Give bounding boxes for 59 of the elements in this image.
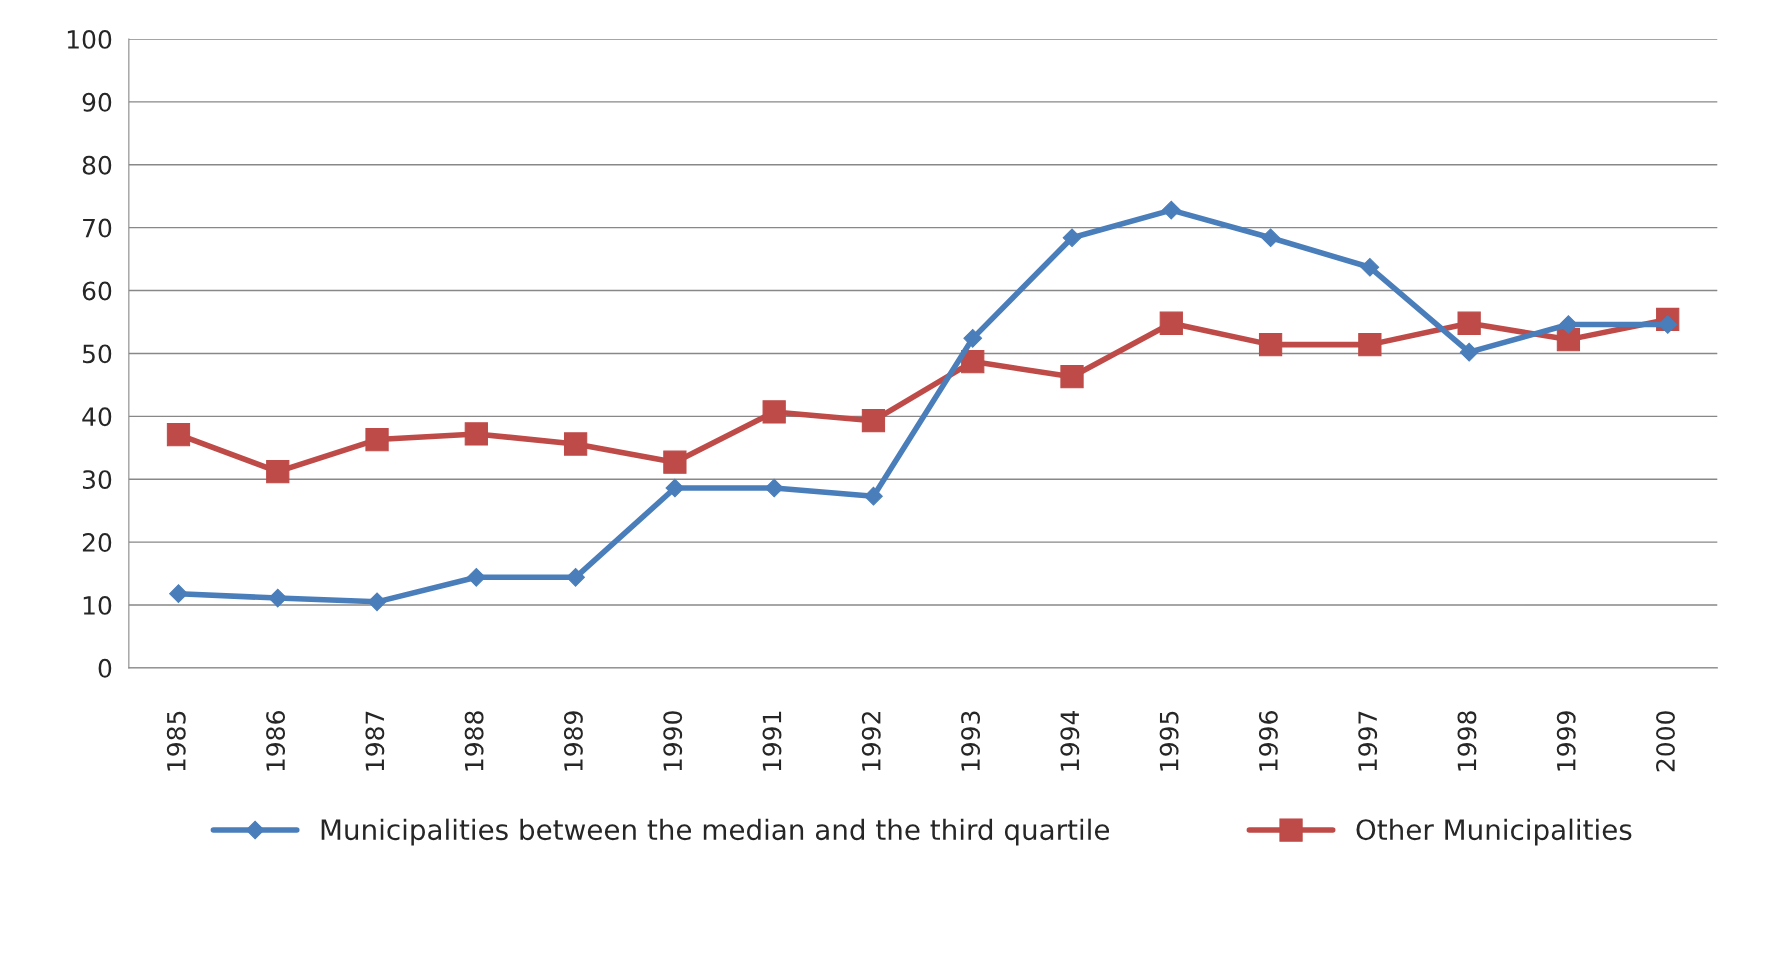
x-tick-label: 1992: [861, 712, 881, 771]
point: [963, 328, 983, 348]
point: [365, 427, 389, 452]
legend-label: Other Municipalities: [1356, 818, 1632, 846]
y-tick-label: 90: [82, 92, 112, 112]
point: [764, 478, 784, 498]
point: [663, 450, 687, 474]
point: [864, 486, 883, 506]
point: [665, 478, 685, 498]
y-tick-label: 60: [82, 281, 112, 301]
y-tick-label: 20: [82, 533, 112, 552]
point: [1161, 200, 1181, 220]
x-tick-label: 1995: [1159, 711, 1179, 771]
y-tick-label: 30: [82, 470, 112, 490]
point: [367, 592, 387, 612]
point: [566, 567, 585, 587]
point: [266, 460, 290, 484]
x-tick-label: 1998: [1457, 711, 1477, 771]
x-tick-label: 1993: [961, 711, 980, 771]
point: [1060, 365, 1084, 389]
point: [1459, 342, 1479, 362]
x-tick-label: 1996: [1258, 711, 1278, 771]
x-tick-label: 1990: [663, 711, 683, 771]
y-tick-label: 80: [82, 155, 112, 175]
y-tick-label: 0: [98, 658, 112, 678]
x-tick-label: 1997: [1358, 711, 1378, 771]
x-tick-label: 2000: [1656, 711, 1675, 772]
point: [268, 588, 288, 608]
legend-label: Municipalities between the median and the third quartile: [321, 818, 1110, 846]
x-tick-label: 1994: [1060, 710, 1080, 771]
point: [1457, 311, 1481, 335]
point: [1258, 333, 1283, 357]
point: [1658, 315, 1678, 334]
point: [1360, 257, 1380, 277]
x-tick-label: 1986: [266, 711, 286, 771]
x-tick-label: 1989: [563, 711, 583, 771]
point: [961, 349, 985, 374]
point: [1159, 311, 1183, 335]
x-tick-label: 1988: [464, 711, 484, 771]
x-tick-label: 1985: [166, 711, 186, 771]
point: [1261, 228, 1280, 248]
point: [563, 432, 588, 456]
y-tick-label: 100: [67, 29, 112, 49]
x-tick-label: 1987: [365, 711, 385, 771]
point: [166, 422, 191, 447]
point: [1559, 315, 1578, 334]
y-tick-label: 50: [82, 344, 112, 364]
y-tick-label: 40: [82, 407, 112, 427]
point: [466, 567, 486, 587]
x-tick-label: 1999: [1556, 711, 1576, 771]
point: [464, 422, 488, 446]
point: [861, 409, 886, 433]
point: [1358, 333, 1382, 357]
point: [169, 584, 188, 604]
y-tick-label: 10: [83, 595, 112, 615]
y-tick-label: 70: [83, 218, 112, 238]
point: [762, 400, 786, 424]
x-tick-label: 1991: [762, 711, 782, 771]
point: [1062, 228, 1082, 248]
